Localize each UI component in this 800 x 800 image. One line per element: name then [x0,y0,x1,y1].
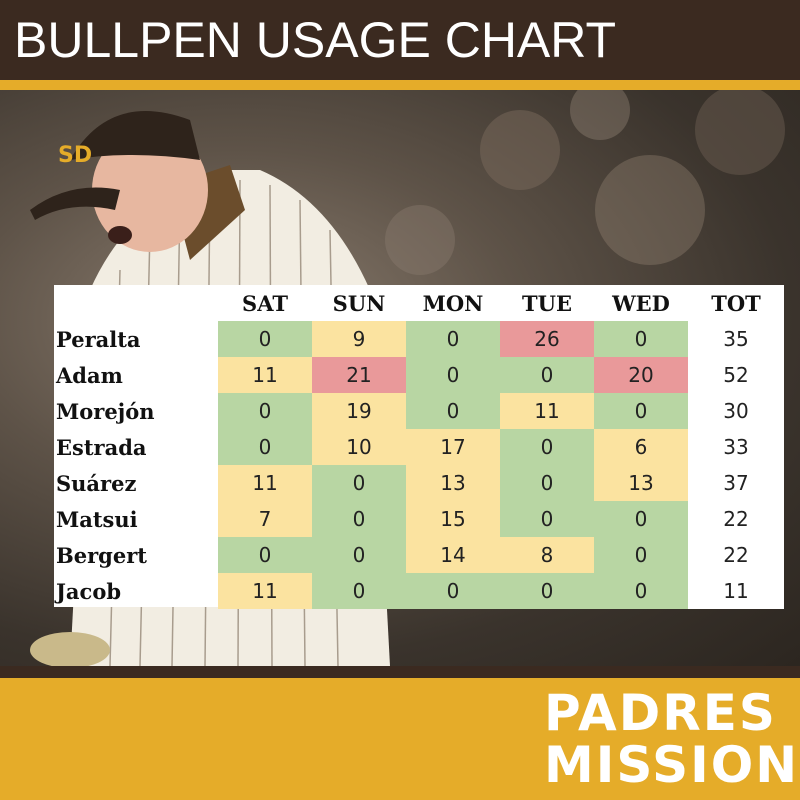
usage-cell: 0 [218,393,312,429]
table-header-row: SAT SUN MON TUE WED TOT [54,285,784,321]
bullpen-usage-table: SAT SUN MON TUE WED TOT Peralta 0 9 0 26 0 35 A… [54,285,784,609]
usage-cell: 0 [594,573,688,609]
table-row: Matsui 7 0 15 0 0 22 [54,501,784,537]
logo-line-1: PADRES [544,684,777,742]
usage-cell: 0 [312,573,406,609]
usage-cell: 21 [312,357,406,393]
total-cell: 22 [688,537,784,573]
pitcher-name: Jacob [56,578,122,604]
usage-cell: 13 [406,465,500,501]
table-body: Peralta 0 9 0 26 0 35 Adam 11 21 0 0 20 52 Morejón 0 19 0… [54,321,784,609]
usage-cell: 0 [218,429,312,465]
usage-cell: 0 [312,465,406,501]
table-row: Bergert 0 0 14 8 0 22 [54,537,784,573]
usage-cell: 10 [312,429,406,465]
page-title: BULLPEN USAGE CHART [14,12,617,68]
usage-cell: 0 [312,537,406,573]
photo-bottom-band [0,666,800,678]
usage-cell: 11 [218,465,312,501]
gold-stripe [0,80,800,90]
header-cell-sun: SUN [332,290,386,316]
footer-bar [0,678,800,800]
header-cell-wed: WED [612,290,670,316]
usage-cell: 14 [406,537,500,573]
usage-cell: 26 [500,321,594,357]
usage-cell: 0 [406,573,500,609]
table-row: Adam 11 21 0 0 20 52 [54,357,784,393]
pitcher-name: Bergert [56,542,147,568]
logo-line-2: MISSION [544,736,800,794]
table-row: Peralta 0 9 0 26 0 35 [54,321,784,357]
pitcher-name: Suárez [56,470,137,496]
usage-cell: 0 [406,357,500,393]
header-bar: BULLPEN USAGE CHART [0,0,800,80]
usage-cell: 11 [218,357,312,393]
table-row: Estrada 0 10 17 0 6 33 [54,429,784,465]
table-row: Suárez 11 0 13 0 13 37 [54,465,784,501]
header-cell-sat: SAT [242,290,288,316]
total-cell: 33 [688,429,784,465]
usage-cell: 0 [218,537,312,573]
usage-cell: 0 [594,393,688,429]
usage-table: SAT SUN MON TUE WED TOT Peralta 0 9 0 26 0 35 A… [54,285,784,609]
header-cell-mon: MON [422,290,484,316]
header-cell-tue: TUE [522,290,572,316]
usage-cell: 0 [218,321,312,357]
usage-cell: 0 [406,393,500,429]
usage-cell: 0 [594,537,688,573]
usage-cell: 17 [406,429,500,465]
pitcher-name: Estrada [56,434,147,460]
header-cell-tot: TOT [711,290,761,316]
table-row: Jacob 11 0 0 0 0 11 [54,573,784,609]
usage-cell: 0 [406,321,500,357]
usage-cell: 0 [594,321,688,357]
pitcher-name: Peralta [56,326,141,352]
usage-cell: 0 [500,465,594,501]
usage-cell: 13 [594,465,688,501]
pitcher-name: Morejón [56,398,155,424]
usage-cell: 19 [312,393,406,429]
usage-cell: 20 [594,357,688,393]
pitcher-name: Adam [56,362,123,388]
usage-cell: 0 [500,429,594,465]
total-cell: 37 [688,465,784,501]
total-cell: 35 [688,321,784,357]
header-cell-name [54,285,218,321]
usage-cell: 11 [500,393,594,429]
padres-mission-logo: PADRES MISSION [538,684,797,793]
total-cell: 22 [688,501,784,537]
total-cell: 11 [688,573,784,609]
svg-text:SD: SD [58,143,92,168]
usage-cell: 0 [500,501,594,537]
usage-cell: 0 [312,501,406,537]
usage-cell: 6 [594,429,688,465]
pitcher-name: Matsui [56,506,138,532]
usage-cell: 0 [500,357,594,393]
usage-cell: 0 [500,573,594,609]
total-cell: 52 [688,357,784,393]
usage-cell: 8 [500,537,594,573]
usage-cell: 7 [218,501,312,537]
usage-cell: 11 [218,573,312,609]
total-cell: 30 [688,393,784,429]
usage-cell: 0 [594,501,688,537]
usage-cell: 15 [406,501,500,537]
usage-cell: 9 [312,321,406,357]
table-row: Morejón 0 19 0 11 0 30 [54,393,784,429]
